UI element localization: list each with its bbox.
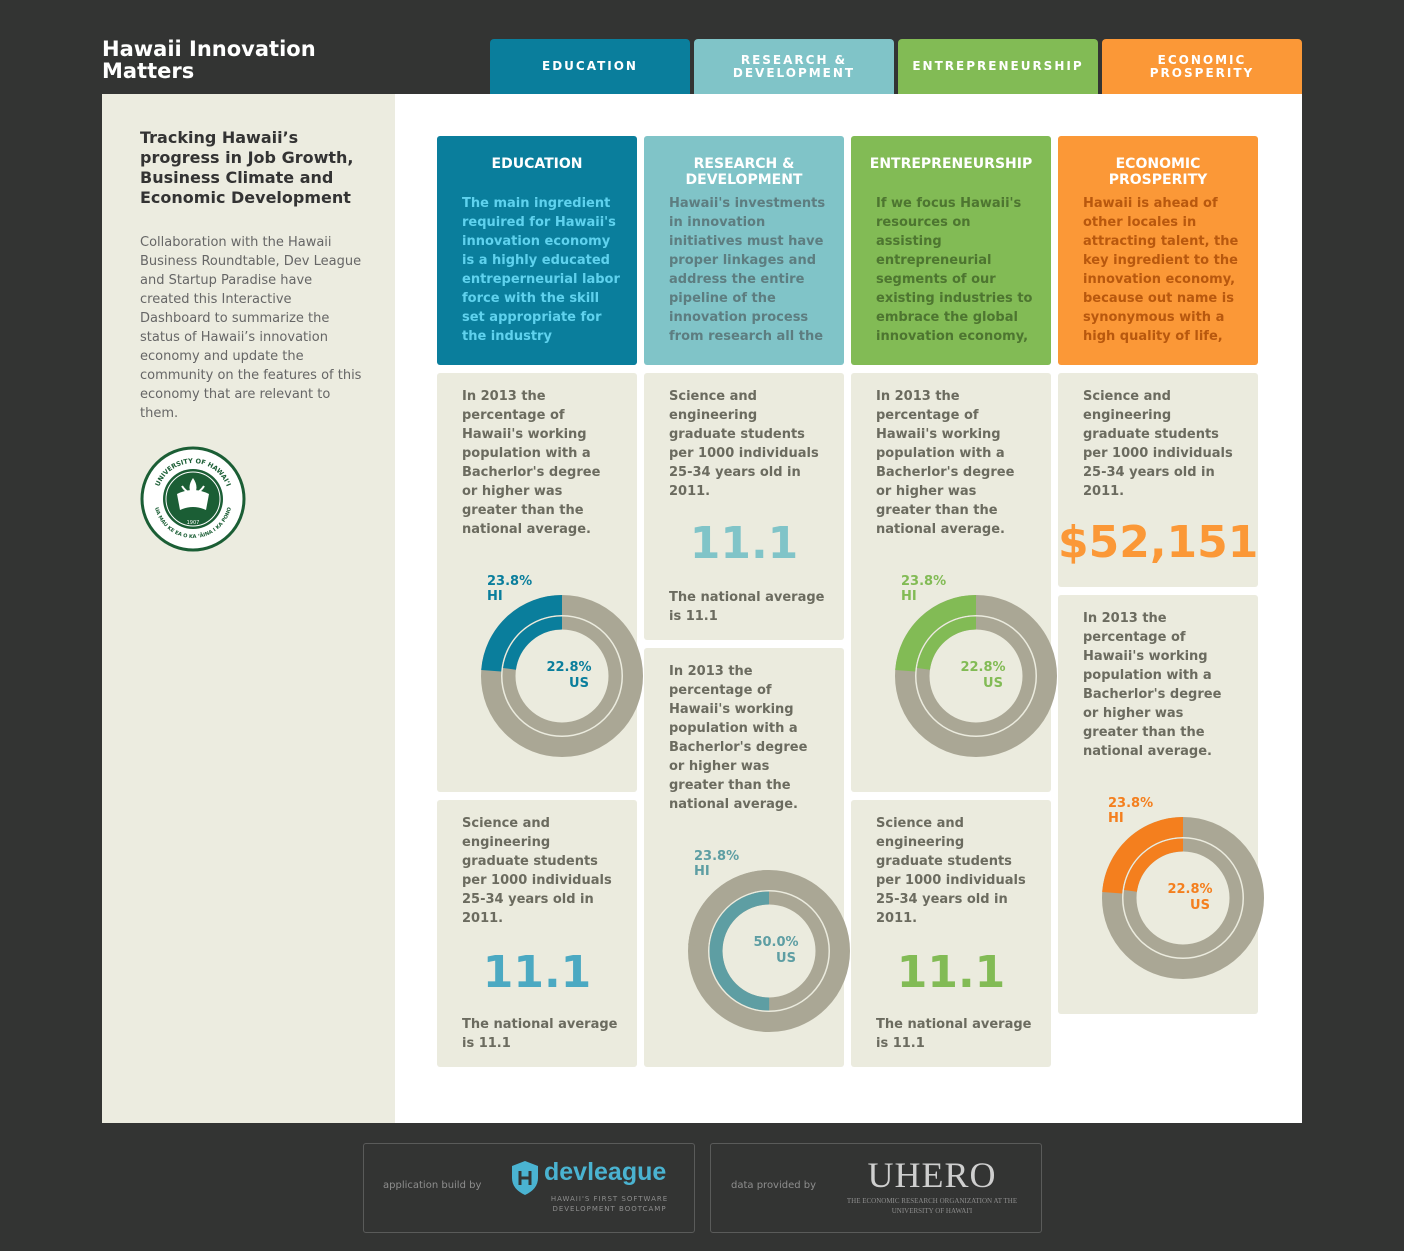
education-hi-label: HI bbox=[487, 589, 503, 604]
research-card-title: RESEARCH & DEVELOPMENT bbox=[685, 156, 803, 188]
research-graduates-stat-text: Science and engineering graduate student… bbox=[669, 389, 819, 499]
education-hi-ring bbox=[481, 595, 643, 757]
uhero-wordmark: UHERO bbox=[867, 1155, 997, 1195]
entrepreneurship-graduates-note: The national average is 11.1 bbox=[876, 1017, 1032, 1051]
uhero-credit[interactable]: data provided by UHERO THE ECONOMIC RESE… bbox=[710, 1143, 1042, 1233]
economic-income-number: $52,151 bbox=[1058, 517, 1259, 568]
entrepreneurship-intro-card[interactable]: ENTREPRENEURSHIP If we focus Hawaii's re… bbox=[851, 136, 1051, 365]
education-card-intro: The main ingredient required for Hawaii'… bbox=[462, 196, 620, 344]
sidebar: Tracking Hawaii’s progress in Job Growth… bbox=[102, 94, 395, 1123]
university-seal-logo: UNIVERSITY OF HAWAI‘I UA MAU KE EA O KA … bbox=[140, 446, 246, 552]
entrepreneurship-degree-donut: 23.8% HI 22.8% US bbox=[895, 574, 1057, 757]
economic-us-value: 22.8% bbox=[1167, 882, 1212, 897]
research-degree-stat-text: In 2013 the percentage of Hawaii's worki… bbox=[669, 664, 808, 812]
economic-income-stat-text: Science and engineering graduate student… bbox=[1083, 389, 1233, 499]
entrepreneurship-graduates-stat-text: Science and engineering graduate student… bbox=[876, 816, 1026, 926]
entrepreneurship-us-ring bbox=[916, 616, 1036, 736]
economic-degree-stat-text: In 2013 the percentage of Hawaii's worki… bbox=[1083, 611, 1222, 759]
site-title: Hawaii Innovation Matters bbox=[102, 37, 316, 83]
economic-hi-ring bbox=[1102, 817, 1264, 979]
entrepreneurship-degree-stat-card[interactable]: In 2013 the percentage of Hawaii's worki… bbox=[851, 373, 1057, 792]
economic-intro-card[interactable]: ECONOMIC PROSPERITY Hawaii is ahead of o… bbox=[1058, 136, 1258, 365]
economic-card-intro: Hawaii is ahead of other locales in attr… bbox=[1083, 196, 1239, 344]
research-card-intro: Hawaii's investments in innovation initi… bbox=[669, 196, 826, 344]
tab-economic-prosperity[interactable]: ECONOMIC PROSPERITY bbox=[1102, 39, 1302, 94]
research-graduates-note: The national average is 11.1 bbox=[669, 590, 825, 624]
education-graduates-stat-card[interactable]: Science and engineering graduate student… bbox=[437, 800, 637, 1067]
entrepreneurship-degree-stat-text: In 2013 the percentage of Hawaii's worki… bbox=[876, 389, 1015, 537]
entrepreneurship-card-intro: If we focus Hawaii's resources on assist… bbox=[876, 196, 1033, 344]
entrepreneurship-hi-value: 23.8% bbox=[901, 574, 946, 589]
economic-degree-donut: 23.8% HI 22.8% US bbox=[1102, 796, 1264, 979]
entrepreneurship-us-label: US bbox=[983, 676, 1003, 691]
data-label: data provided by bbox=[731, 1180, 817, 1191]
entrepreneurship-card-title: ENTREPRENEURSHIP bbox=[869, 156, 1033, 172]
research-intro-card[interactable]: RESEARCH & DEVELOPMENT Hawaii's investme… bbox=[644, 136, 844, 365]
tab-entrepreneurship[interactable]: ENTREPRENEURSHIP bbox=[898, 39, 1098, 94]
research-hi-ring bbox=[688, 870, 850, 1032]
research-hi-value: 23.8% bbox=[694, 849, 739, 864]
education-graduates-stat-text: Science and engineering graduate student… bbox=[462, 816, 612, 926]
research-degree-donut: 23.8% HI 50.0% US bbox=[688, 849, 850, 1032]
research-graduates-stat-card[interactable]: Science and engineering graduate student… bbox=[644, 373, 844, 640]
research-us-ring bbox=[709, 891, 829, 1011]
entrepreneurship-graduates-stat-card[interactable]: Science and engineering graduate student… bbox=[851, 800, 1051, 1067]
economic-card-title: ECONOMIC PROSPERITY bbox=[1108, 156, 1208, 188]
build-label: application build by bbox=[383, 1180, 482, 1191]
entrepreneurship-us-value: 22.8% bbox=[960, 660, 1005, 675]
devleague-tagline: HAWAII'S FIRST SOFTWARE DEVELOPMENT BOOT… bbox=[550, 1195, 669, 1213]
devleague-wordmark: devleague bbox=[544, 1158, 667, 1186]
education-us-ring bbox=[502, 616, 622, 736]
economic-hi-label: HI bbox=[1108, 811, 1124, 826]
economic-degree-stat-card[interactable]: In 2013 the percentage of Hawaii's worki… bbox=[1058, 595, 1264, 1014]
education-us-value: 22.8% bbox=[546, 660, 591, 675]
devleague-shield-icon bbox=[512, 1161, 538, 1195]
research-graduates-number: 11.1 bbox=[689, 518, 799, 569]
economic-hi-value: 23.8% bbox=[1108, 796, 1153, 811]
education-us-label: US bbox=[569, 676, 589, 691]
education-hi-value: 23.8% bbox=[487, 574, 532, 589]
education-degree-stat-card[interactable]: In 2013 the percentage of Hawaii's worki… bbox=[437, 373, 643, 792]
education-graduates-note: The national average is 11.1 bbox=[462, 1017, 618, 1051]
entrepreneurship-hi-ring bbox=[895, 595, 1057, 757]
economic-us-ring bbox=[1123, 838, 1243, 958]
seal-year: 1907 bbox=[187, 520, 200, 526]
devleague-credit[interactable]: application build by devleague HAWAII'S … bbox=[363, 1143, 695, 1233]
education-degree-donut: 23.8% HI 22.8% US bbox=[481, 574, 643, 757]
uhero-tagline: THE ECONOMIC RESEARCH ORGANIZATION AT TH… bbox=[846, 1197, 1018, 1215]
tab-education[interactable]: EDUCATION bbox=[490, 39, 690, 94]
education-intro-card[interactable]: EDUCATION The main ingredient required f… bbox=[437, 136, 637, 365]
education-degree-stat-text: In 2013 the percentage of Hawaii's worki… bbox=[462, 389, 601, 537]
economic-income-stat-card[interactable]: Science and engineering graduate student… bbox=[1058, 373, 1258, 587]
education-graduates-number: 11.1 bbox=[482, 947, 592, 998]
research-degree-stat-card[interactable]: In 2013 the percentage of Hawaii's worki… bbox=[644, 648, 850, 1067]
research-us-label: US bbox=[776, 951, 796, 966]
education-card-title: EDUCATION bbox=[491, 156, 583, 172]
sidebar-description: Collaboration with the Hawaii Business R… bbox=[140, 235, 362, 421]
research-hi-label: HI bbox=[694, 864, 710, 879]
economic-us-label: US bbox=[1190, 898, 1210, 913]
research-us-value: 50.0% bbox=[753, 935, 798, 950]
sidebar-heading: Tracking Hawaii’s progress in Job Growth… bbox=[140, 128, 354, 207]
entrepreneurship-graduates-number: 11.1 bbox=[896, 947, 1006, 998]
tab-research-development[interactable]: RESEARCH & DEVELOPMENT bbox=[694, 39, 894, 94]
entrepreneurship-hi-label: HI bbox=[901, 589, 917, 604]
